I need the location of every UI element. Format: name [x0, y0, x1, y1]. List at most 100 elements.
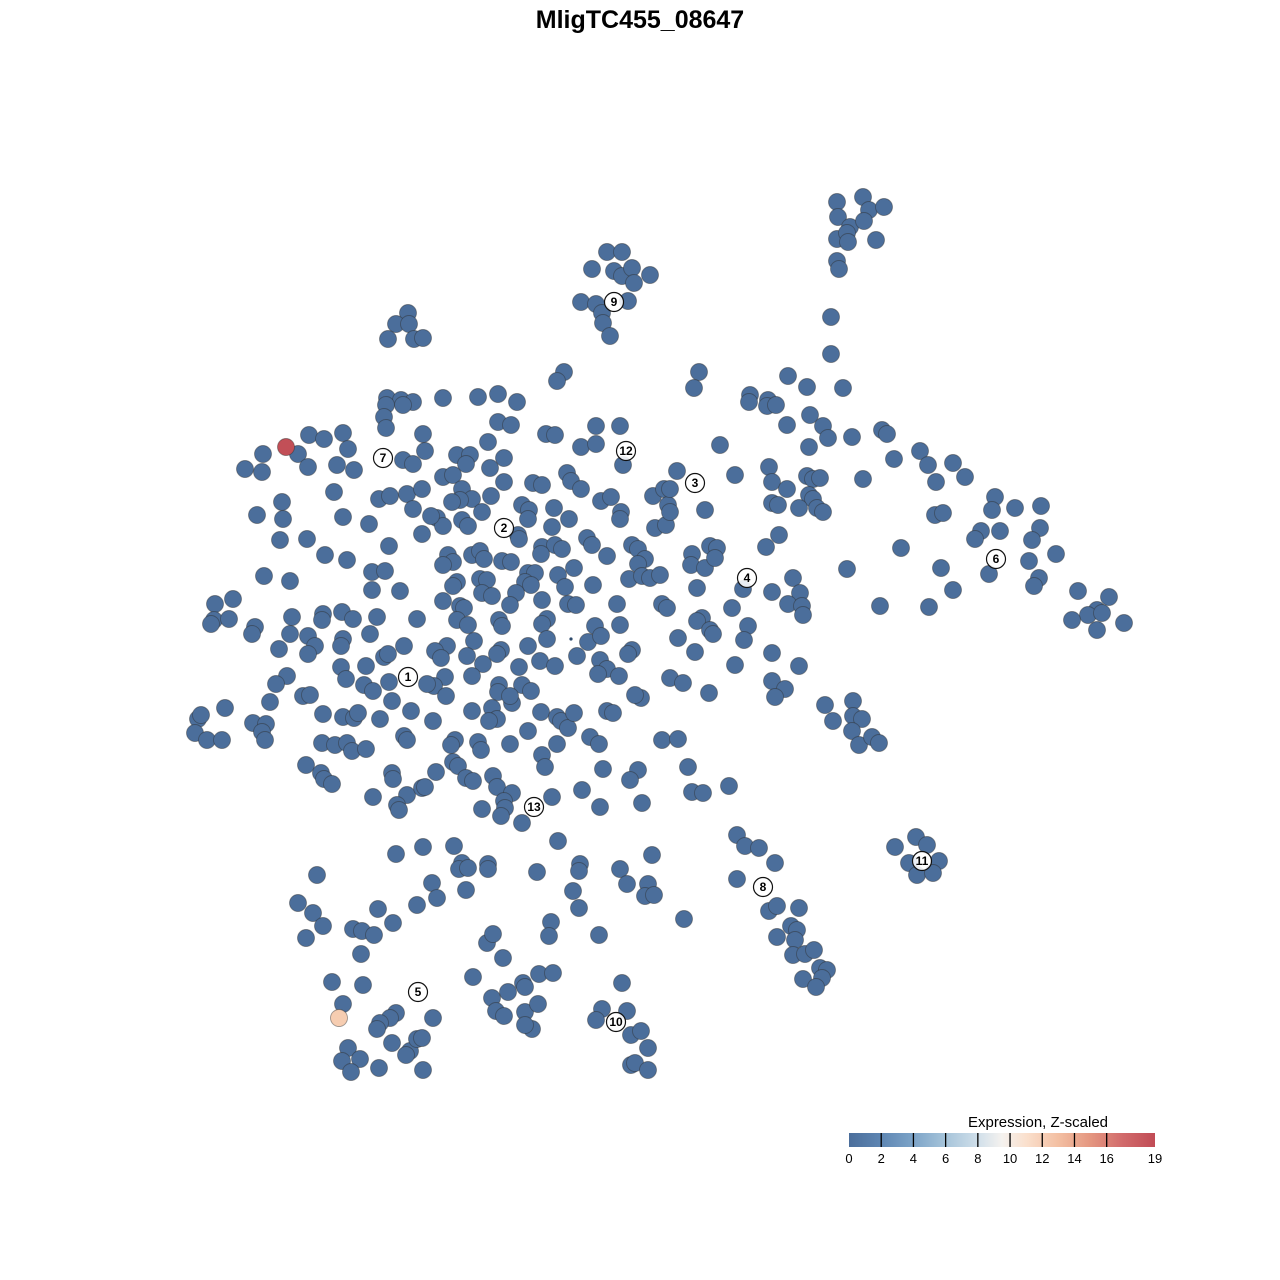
data-point: [414, 1061, 432, 1079]
data-point: [408, 896, 426, 914]
data-point: [867, 231, 885, 249]
data-point: [533, 591, 551, 609]
data-point: [488, 645, 506, 663]
cluster-label-text: 1: [405, 670, 412, 684]
data-point: [704, 625, 722, 643]
data-point: [339, 440, 357, 458]
data-point: [428, 889, 446, 907]
data-point: [613, 243, 631, 261]
data-point: [565, 704, 583, 722]
data-point: [274, 510, 292, 528]
data-point: [459, 859, 477, 877]
data-point: [685, 379, 703, 397]
cluster-label-circle: [615, 440, 637, 462]
data-point: [658, 599, 676, 617]
data-point: [397, 1046, 415, 1064]
data-point: [570, 899, 588, 917]
data-point: [444, 466, 462, 484]
data-point: [236, 460, 254, 478]
cluster-label-3: 3: [684, 472, 706, 494]
data-point: [944, 581, 962, 599]
data-point: [587, 435, 605, 453]
legend-gradient-bar: [849, 1133, 1155, 1147]
data-point: [602, 488, 620, 506]
data-points-layer: [186, 188, 1133, 1081]
data-point: [459, 517, 477, 535]
data-point: [728, 870, 746, 888]
data-point: [437, 687, 455, 705]
legend-tick-label: 8: [974, 1151, 981, 1166]
data-point: [750, 839, 768, 857]
data-point: [932, 559, 950, 577]
data-point: [281, 572, 299, 590]
data-point: [316, 546, 334, 564]
data-point: [402, 702, 420, 720]
cluster-label-text: 5: [415, 985, 422, 999]
data-point: [570, 862, 588, 880]
data-point: [573, 781, 591, 799]
data-point: [619, 645, 637, 663]
data-point: [855, 212, 873, 230]
cluster-label-text: 4: [744, 571, 751, 585]
cluster-label-8: 8: [752, 876, 774, 898]
data-point: [474, 655, 492, 673]
data-point: [920, 598, 938, 616]
cluster-label-text: 12: [619, 444, 633, 458]
data-point: [413, 525, 431, 543]
data-point: [370, 1059, 388, 1077]
data-point: [653, 731, 671, 749]
data-point: [767, 396, 785, 414]
data-point: [828, 193, 846, 211]
data-point: [383, 692, 401, 710]
cluster-label-4: 4: [736, 567, 758, 589]
data-point: [192, 706, 210, 724]
data-point: [604, 704, 622, 722]
data-point: [543, 518, 561, 536]
data-point: [536, 758, 554, 776]
data-point: [308, 866, 326, 884]
data-point: [688, 579, 706, 597]
data-point: [513, 814, 531, 832]
cluster-label-2: 2: [493, 517, 515, 539]
data-point: [611, 616, 629, 634]
data-point: [778, 480, 796, 498]
data-point: [766, 688, 784, 706]
data-point: [1093, 604, 1111, 622]
data-point: [334, 508, 352, 526]
data-point: [779, 367, 797, 385]
data-point: [398, 731, 416, 749]
data-point: [805, 941, 823, 959]
data-point: [763, 473, 781, 491]
data-point: [281, 625, 299, 643]
data-point: [549, 832, 567, 850]
data-point: [766, 854, 784, 872]
data-point: [633, 794, 651, 812]
data-point: [423, 874, 441, 892]
data-point: [383, 1034, 401, 1052]
data-point: [822, 308, 840, 326]
data-point: [368, 608, 386, 626]
data-point: [458, 647, 476, 665]
data-point: [315, 430, 333, 448]
data-point: [332, 637, 350, 655]
data-point: [590, 926, 608, 944]
data-point: [544, 964, 562, 982]
data-point: [213, 731, 231, 749]
data-point: [784, 569, 802, 587]
data-point: [482, 487, 500, 505]
data-point: [444, 577, 462, 595]
legend-title: Expression, Z-scaled: [968, 1114, 1108, 1131]
data-point: [502, 553, 520, 571]
data-point: [404, 455, 422, 473]
data-point: [469, 388, 487, 406]
cluster-label-circle: [372, 447, 394, 469]
data-point: [255, 567, 273, 585]
data-point: [489, 385, 507, 403]
data-point: [299, 645, 317, 663]
data-point: [434, 389, 452, 407]
cluster-label-9: 9: [603, 291, 625, 313]
data-point: [361, 625, 379, 643]
data-point: [256, 731, 274, 749]
data-point: [345, 461, 363, 479]
data-point: [735, 631, 753, 649]
